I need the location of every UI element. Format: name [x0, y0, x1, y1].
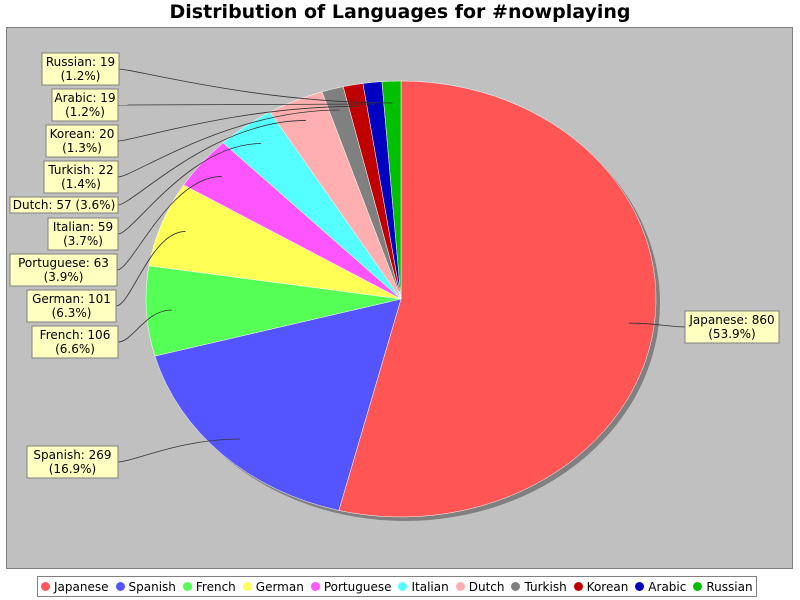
legend-item-italian: Italian	[398, 579, 449, 594]
pie-label-connector	[117, 105, 358, 142]
legend-label: Japanese	[54, 579, 109, 594]
legend-swatch	[511, 582, 521, 591]
pie-chart: Japanese: 860(53.9%) Spanish: 269(16.9%) F…	[9, 52, 780, 521]
plot-area: Japanese: 860 (53.9%) Spanish: 269 (16.9%) F…	[6, 27, 793, 569]
pie-label-connector	[115, 231, 186, 307]
pie-label-russian-percent: (1.2%)	[61, 69, 101, 83]
legend-item-korean: Korean	[573, 579, 629, 594]
legend-swatch	[242, 582, 252, 591]
pie-label-box	[9, 253, 118, 287]
legend-swatch	[455, 582, 465, 591]
pie-slice-spanish	[154, 298, 402, 511]
legend-item-turkish: Turkish	[511, 579, 567, 594]
legend-item-german: German	[242, 579, 304, 594]
legend-swatch	[573, 582, 583, 591]
pie-label-arabic-value: Arabic: 19	[54, 91, 115, 105]
pie-label-connector	[117, 120, 306, 206]
legend-label: Dutch	[468, 579, 505, 594]
pie-label-connector	[117, 309, 172, 343]
pie-label-german-value: German: 101	[32, 292, 111, 306]
pie-label-connector	[117, 438, 241, 463]
legend-label: German	[255, 579, 304, 594]
legend-item-japanese: Japanese	[41, 580, 109, 594]
pie-label-french-value: French: 106	[40, 328, 111, 342]
chart-title: Distribution of Languages for #nowplayin…	[169, 1, 631, 23]
legend-item-portuguese: Portuguese	[310, 579, 392, 594]
legend-label: Arabic	[648, 579, 687, 594]
pie-label-spanish-value: Spanish: 269	[33, 448, 111, 462]
pie-label-box	[684, 310, 780, 344]
legend-label: Turkish	[524, 579, 567, 594]
legend-item-spanish: Spanish	[115, 579, 176, 594]
pie-label-box	[31, 325, 119, 359]
legend-swatch	[310, 582, 320, 591]
pie-label-portuguese-value: Portuguese: 63	[18, 256, 109, 270]
legend-item-arabic: Arabic	[635, 580, 686, 594]
pie-slice-french	[145, 265, 402, 357]
pie-label-box	[9, 196, 119, 214]
legend-swatch	[41, 582, 50, 591]
pie-label-russian-value: Russian: 19	[46, 55, 115, 69]
pie-label-korean-percent: (1.3%)	[62, 141, 102, 155]
pie-label-portuguese-percent: (3.9%)	[44, 270, 84, 284]
pie-label-connector	[116, 176, 222, 271]
legend-swatch	[182, 582, 192, 591]
pie-label-italian-percent: (3.7%)	[63, 234, 103, 248]
pie-label-turkish-value: Turkish: 22	[47, 163, 113, 177]
legend-item-french: French	[182, 579, 236, 594]
pie-label-box	[47, 217, 119, 251]
pie-label-box	[26, 289, 117, 323]
pie-label-japanese-value: Japanese: 860	[688, 313, 774, 327]
legend-swatch	[635, 582, 645, 591]
pie-label-box	[51, 88, 119, 122]
pie-label-dutch: Dutch: 57 (3.6%)	[13, 198, 116, 212]
legend-item-dutch: Dutch	[455, 579, 505, 594]
legend-label: Portuguese	[323, 579, 392, 594]
pie-label-italian-value: Italian: 59	[53, 220, 113, 234]
pie-label-box	[43, 160, 119, 194]
pie-slice-japanese	[338, 80, 657, 518]
legend-swatch	[115, 582, 125, 591]
pie-label-arabic-percent: (1.2%)	[65, 105, 105, 119]
pie-label-german-percent: (6.3%)	[52, 306, 92, 320]
pie-label-box	[41, 52, 120, 86]
legend-label: French	[195, 579, 236, 594]
pie-label-japanese-percent: (53.9%)	[708, 327, 755, 341]
legend-label: Korean	[586, 579, 629, 594]
legend-label: Spanish	[128, 579, 176, 594]
pie-label-spanish-percent: (16.9%)	[49, 462, 96, 476]
pie-label-box	[45, 124, 119, 158]
legend-label: Italian	[411, 579, 449, 594]
legend-swatch	[398, 582, 408, 591]
pie-label-connector	[117, 109, 340, 178]
pie-label-connector	[117, 103, 376, 106]
pie-label-connector	[117, 143, 262, 235]
pie-slice-russian	[381, 80, 402, 300]
legend-item-russian: Russian	[693, 579, 753, 594]
pie-label-korean-value: Korean: 20	[50, 127, 115, 141]
pie-label-box	[26, 445, 119, 479]
pie-label-turkish-percent: (1.4%)	[61, 177, 101, 191]
pie-label-connector	[118, 68, 393, 104]
pie-label-connector	[628, 322, 686, 328]
pie-label-french-percent: (6.6%)	[55, 342, 95, 356]
legend-label: Russian	[706, 579, 753, 594]
legend: Japanese Spanish French German Portuguese Ita…	[37, 576, 757, 597]
legend-swatch	[693, 582, 703, 591]
